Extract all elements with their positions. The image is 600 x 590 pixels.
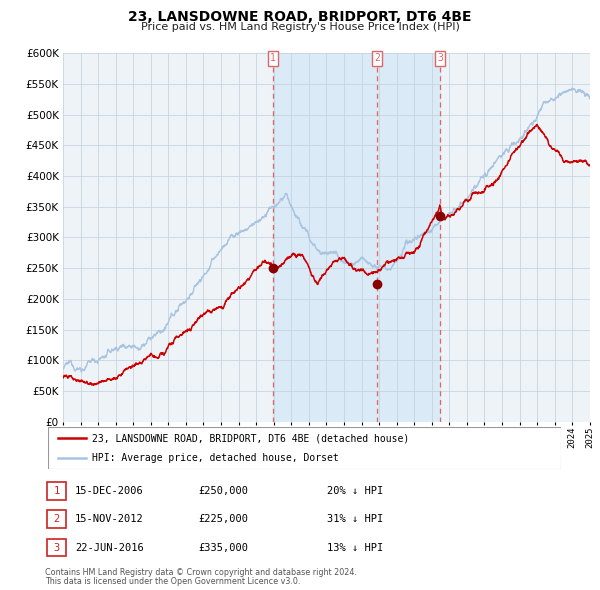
Text: £225,000: £225,000 <box>198 514 248 524</box>
Text: 22-JUN-2016: 22-JUN-2016 <box>75 543 144 552</box>
Text: 2: 2 <box>374 53 380 63</box>
Text: Price paid vs. HM Land Registry's House Price Index (HPI): Price paid vs. HM Land Registry's House … <box>140 22 460 32</box>
Text: 1: 1 <box>270 53 276 63</box>
Text: £250,000: £250,000 <box>198 486 248 496</box>
Text: £335,000: £335,000 <box>198 543 248 552</box>
Text: 3: 3 <box>437 53 443 63</box>
Text: 23, LANSDOWNE ROAD, BRIDPORT, DT6 4BE (detached house): 23, LANSDOWNE ROAD, BRIDPORT, DT6 4BE (d… <box>92 433 409 443</box>
Text: 1: 1 <box>53 486 59 496</box>
Text: HPI: Average price, detached house, Dorset: HPI: Average price, detached house, Dors… <box>92 453 338 463</box>
Text: 23, LANSDOWNE ROAD, BRIDPORT, DT6 4BE: 23, LANSDOWNE ROAD, BRIDPORT, DT6 4BE <box>128 10 472 24</box>
Bar <box>47 482 66 500</box>
Text: 3: 3 <box>53 543 59 552</box>
Text: 15-DEC-2006: 15-DEC-2006 <box>75 486 144 496</box>
Text: 31% ↓ HPI: 31% ↓ HPI <box>327 514 383 524</box>
Text: 15-NOV-2012: 15-NOV-2012 <box>75 514 144 524</box>
Text: Contains HM Land Registry data © Crown copyright and database right 2024.: Contains HM Land Registry data © Crown c… <box>45 568 357 577</box>
Text: 20% ↓ HPI: 20% ↓ HPI <box>327 486 383 496</box>
Bar <box>273 53 440 422</box>
Bar <box>47 510 66 528</box>
Text: This data is licensed under the Open Government Licence v3.0.: This data is licensed under the Open Gov… <box>45 578 301 586</box>
Text: 2: 2 <box>53 514 59 524</box>
Bar <box>47 539 66 556</box>
Text: 13% ↓ HPI: 13% ↓ HPI <box>327 543 383 552</box>
